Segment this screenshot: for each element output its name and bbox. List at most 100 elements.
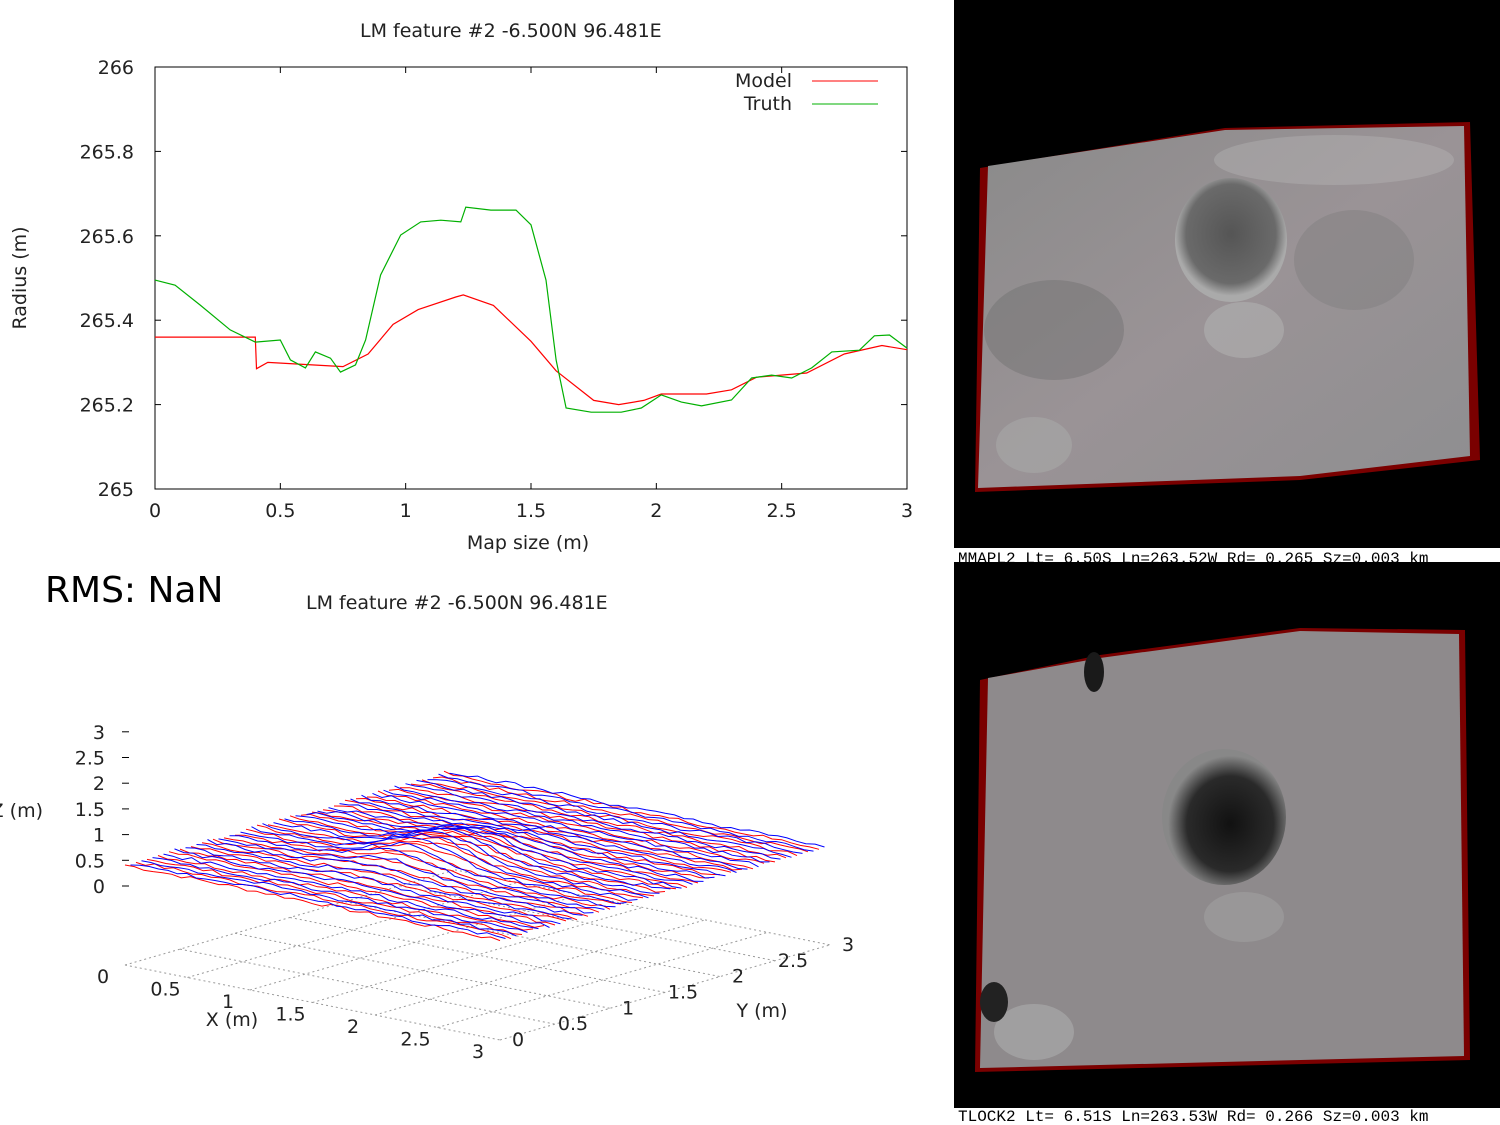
surface-line-model	[400, 787, 776, 863]
surface-line-truth	[251, 826, 627, 905]
surface-line-truth	[262, 823, 638, 901]
x-tick-label: 3	[901, 500, 913, 522]
x-tick-label: 1	[400, 500, 412, 522]
surface-line-model	[366, 796, 743, 871]
floor-grid-line	[289, 916, 666, 993]
y-tick-label-3d: 1.5	[668, 981, 698, 1003]
surface-line-model	[157, 855, 534, 931]
surface-line-truth	[438, 773, 814, 852]
top-image-caption: MMAPL2 Lt= 6.50S Ln=263.52W Rd= 0.265 Sz…	[954, 548, 1500, 562]
surface-line-truth	[284, 818, 660, 894]
surface-line-truth	[394, 785, 770, 863]
surface-line-truth	[383, 789, 759, 868]
surface-line-model	[278, 818, 655, 897]
surface-line-truth	[350, 798, 726, 877]
y-tick-label: 265	[98, 479, 134, 501]
surface-line-model	[124, 864, 501, 942]
y-tick-label-3d: 0.5	[558, 1013, 588, 1035]
bottom-image-caption: TLOCK2 Lt= 6.51S Ln=263.53W Rd= 0.266 Sz…	[954, 1108, 1500, 1125]
surface-chart-title: LM feature #2 -6.500N 96.481E	[306, 592, 608, 614]
legend-model-label: Model	[735, 70, 792, 92]
surface-line-truth	[141, 860, 517, 937]
surface-line-truth	[196, 844, 572, 920]
surface-line-truth	[240, 831, 616, 908]
surface-line-model	[235, 834, 611, 910]
y-tick-label: 265.4	[80, 310, 134, 332]
surface-line-truth	[295, 815, 671, 890]
z-tick-label-3d: 2.5	[75, 748, 105, 770]
y-axis-label: Radius (m)	[9, 226, 31, 329]
z-axis-label-3d: Z (m)	[0, 800, 43, 822]
y-tick-label-3d: 2.5	[778, 950, 808, 972]
rms-value: RMS: NaN	[45, 570, 224, 611]
x-axis-label-3d: X (m)	[206, 1009, 258, 1031]
surface-line-truth	[207, 839, 583, 916]
x-tick-label: 1.5	[516, 500, 546, 522]
surface-line-model	[344, 799, 721, 876]
z-tick-label-3d: 2	[93, 773, 105, 795]
x-tick-label: 2.5	[767, 500, 797, 522]
legend-truth-label: Truth	[743, 93, 792, 115]
series-line-model	[155, 294, 908, 406]
surface-line-model	[355, 797, 732, 873]
y-tick-label: 265.8	[80, 141, 134, 163]
z-tick-label-3d: 0.5	[75, 850, 105, 872]
surface-line-model	[146, 858, 523, 935]
y-tick-label-3d: 0	[512, 1029, 524, 1051]
surface-line-model	[300, 813, 677, 890]
surface-line-truth	[339, 803, 715, 879]
surface-line-truth	[152, 857, 528, 933]
surface-line-model	[179, 848, 556, 926]
bottom-stereo-image	[954, 572, 1500, 1108]
y-tick-label: 265.2	[80, 395, 134, 417]
x-axis-label: Map size (m)	[467, 532, 589, 554]
surface-line-truth	[416, 779, 792, 858]
z-tick-label-3d: 3	[93, 722, 105, 744]
surface-line-truth	[229, 835, 605, 910]
surface-line-truth	[449, 772, 825, 848]
surface-line-truth	[174, 848, 550, 928]
x-tick-label: 0.5	[265, 500, 295, 522]
floor-grid-line	[499, 944, 831, 1041]
surface-line-truth	[185, 847, 561, 925]
surface-line-model	[267, 824, 644, 899]
surface-line-truth	[361, 794, 737, 873]
surface-line-model	[256, 824, 633, 903]
x-tick-label-3d: 0.5	[150, 979, 180, 1001]
surface-line-truth	[405, 783, 781, 860]
x-tick-label: 0	[149, 500, 161, 522]
x-tick-label-3d: 3	[472, 1041, 484, 1063]
surface-line-truth	[328, 807, 704, 882]
floor-grid-line	[249, 894, 581, 991]
line-chart: 0 0.5 1 1.5 2 2.5 3265265.2265.4265.6265.8266 …	[9, 57, 913, 554]
y-tick-label: 266	[98, 57, 134, 79]
floor-grid-line	[454, 869, 831, 946]
y-tick-label: 265.6	[80, 226, 134, 248]
y-tick-label-3d: 3	[842, 934, 854, 956]
line-chart-title: LM feature #2 -6.500N 96.481E	[360, 20, 662, 42]
surface-line-truth	[273, 822, 649, 899]
surface-line-model	[190, 846, 567, 922]
x-tick-label-3d: 1	[222, 991, 234, 1013]
surface-line-model	[311, 811, 688, 888]
surface-line-model	[135, 861, 512, 940]
x-tick-label: 2	[650, 500, 662, 522]
surface-line-model	[410, 783, 787, 859]
y-tick-label-3d: 2	[732, 966, 744, 988]
floor-grid-line	[344, 901, 721, 978]
z-tick-label-3d: 0	[93, 876, 105, 898]
floor-grid-line	[374, 919, 706, 1016]
y-axis-label-3d: Y (m)	[736, 1000, 788, 1022]
floor-grid-line	[234, 932, 611, 1009]
x-tick-label-3d: 2.5	[400, 1029, 430, 1051]
surface-line-model	[201, 842, 578, 921]
surface-line-truth	[130, 864, 506, 939]
surface-line-model	[432, 776, 809, 853]
surface-line-model	[168, 851, 545, 928]
surface-line-model	[289, 815, 666, 893]
surface-line-truth	[317, 810, 693, 885]
surface-line-model	[377, 790, 754, 870]
z-tick-label-3d: 1.5	[75, 799, 105, 821]
z-tick-label-3d: 1	[93, 825, 105, 847]
